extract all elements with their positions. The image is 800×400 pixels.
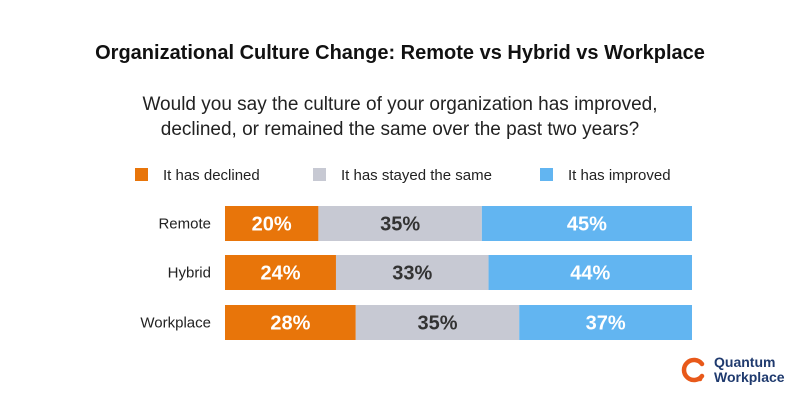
data-label: 24% (260, 263, 300, 285)
subtitle-text: Would you say the culture of your organi… (142, 94, 658, 140)
bar-segment (519, 305, 692, 340)
logo-icon (681, 357, 705, 383)
legend-swatch (540, 168, 553, 181)
category-label: Remote (158, 216, 211, 233)
quantum-workplace-logo: Quantum Workplace (680, 355, 785, 385)
bar-segment (355, 305, 520, 340)
chart-title: Organizational Culture Change: Remote vs… (95, 42, 705, 64)
category-label: Hybrid (168, 265, 211, 282)
data-label: 28% (270, 313, 310, 335)
bar-segment (335, 255, 489, 290)
data-label: 35% (417, 313, 457, 335)
bar-segment (225, 305, 356, 340)
legend-label: It has improved (568, 167, 671, 184)
data-label: 44% (570, 263, 610, 285)
data-label: 35% (380, 214, 420, 236)
category-label: Workplace (140, 315, 211, 332)
legend-swatch (313, 168, 326, 181)
logo-line2: Workplace (714, 369, 785, 385)
chart-subtitle: Would you say the culture of your organi… (0, 92, 800, 142)
bar-segment (481, 206, 692, 241)
legend-label: It has declined (163, 167, 260, 184)
data-label: 20% (252, 214, 292, 236)
data-label: 33% (392, 263, 432, 285)
legend-swatch (135, 168, 148, 181)
legend-label: It has stayed the same (341, 167, 492, 184)
bar-segment (225, 206, 319, 241)
data-label: 37% (586, 313, 626, 335)
data-label: 45% (567, 214, 607, 236)
bar-segment (488, 255, 692, 290)
logo-line1: Quantum (714, 354, 776, 370)
bar-segment (318, 206, 482, 241)
bar-segment (225, 255, 336, 290)
